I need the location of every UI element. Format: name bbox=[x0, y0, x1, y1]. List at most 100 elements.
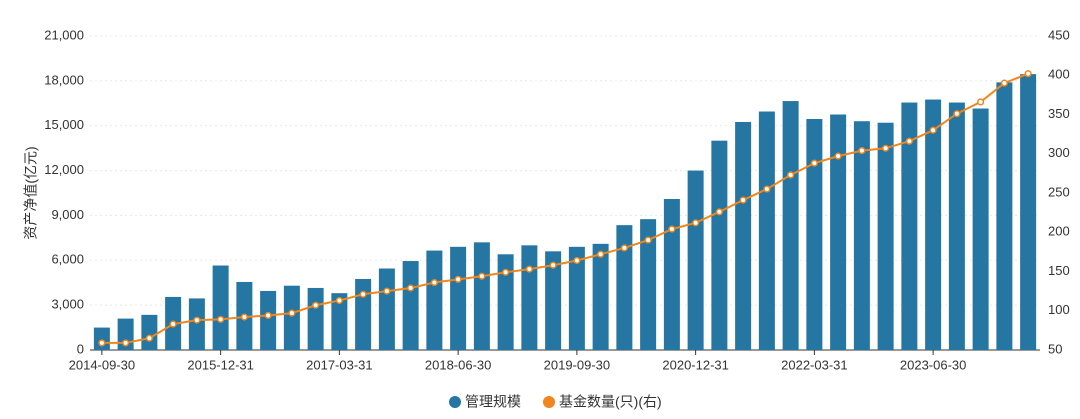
bar bbox=[592, 243, 609, 350]
bar bbox=[687, 170, 704, 350]
bar bbox=[711, 140, 728, 350]
point bbox=[1000, 79, 1008, 87]
bar bbox=[450, 246, 467, 350]
y2-tick-label: 450 bbox=[1048, 27, 1070, 42]
y-tick-label: 0 bbox=[77, 341, 84, 356]
point bbox=[573, 256, 581, 265]
bar bbox=[188, 298, 205, 350]
point bbox=[549, 261, 557, 269]
bar bbox=[782, 101, 799, 351]
point bbox=[905, 137, 913, 145]
bar bbox=[93, 327, 110, 350]
point bbox=[240, 313, 248, 321]
bar bbox=[283, 285, 300, 350]
x-tick-label: 2020-12-31 bbox=[662, 357, 729, 372]
bar bbox=[1020, 74, 1037, 350]
bar bbox=[877, 122, 894, 350]
bar bbox=[212, 265, 229, 350]
bar bbox=[853, 121, 870, 350]
legend-label: 基金数量(只)(右) bbox=[559, 394, 662, 410]
point bbox=[692, 219, 700, 227]
point bbox=[335, 296, 343, 305]
bar bbox=[307, 287, 324, 350]
point bbox=[264, 311, 272, 320]
y2-tick-label: 350 bbox=[1048, 106, 1070, 121]
bar bbox=[806, 118, 823, 350]
x-tick-label: 2014-09-30 bbox=[69, 357, 136, 372]
point bbox=[1024, 70, 1032, 78]
legend-label: 管理规模 bbox=[465, 394, 521, 410]
bar bbox=[355, 278, 372, 350]
point bbox=[620, 244, 628, 252]
y2-tick-label: 250 bbox=[1048, 184, 1070, 199]
bar bbox=[640, 219, 657, 350]
bar bbox=[568, 246, 585, 350]
point bbox=[597, 250, 605, 258]
point bbox=[644, 236, 652, 244]
bar bbox=[948, 102, 965, 351]
y2-tick-label: 150 bbox=[1048, 263, 1070, 278]
point bbox=[953, 110, 961, 118]
y2-tick-label: 400 bbox=[1048, 67, 1070, 82]
point bbox=[169, 320, 177, 328]
bar bbox=[901, 102, 918, 351]
y-tick-label: 9,000 bbox=[51, 207, 84, 222]
bar bbox=[331, 293, 348, 350]
bar bbox=[141, 314, 158, 350]
y-tick-label: 15,000 bbox=[44, 117, 84, 132]
point bbox=[787, 171, 795, 179]
y-axis-label: 资产净值(亿元) bbox=[23, 146, 39, 239]
y2-tick-label: 200 bbox=[1048, 224, 1070, 239]
point bbox=[193, 316, 201, 324]
x-tick-label: 2022-03-31 bbox=[781, 357, 848, 372]
bar bbox=[378, 268, 395, 350]
bar bbox=[473, 242, 490, 350]
bar bbox=[497, 254, 514, 350]
point bbox=[312, 301, 320, 309]
point bbox=[739, 196, 747, 204]
bar bbox=[996, 82, 1013, 350]
y2-tick-label: 100 bbox=[1048, 302, 1070, 317]
point bbox=[288, 309, 296, 317]
y2-tick-label: 50 bbox=[1048, 341, 1062, 356]
point bbox=[502, 268, 510, 276]
legend-marker bbox=[543, 396, 555, 408]
bar bbox=[426, 250, 443, 350]
point bbox=[454, 275, 462, 283]
bar bbox=[616, 225, 633, 350]
bar bbox=[830, 114, 847, 350]
bar bbox=[402, 261, 419, 350]
point bbox=[763, 185, 771, 193]
bar bbox=[663, 198, 680, 350]
point bbox=[430, 278, 438, 287]
bar bbox=[545, 251, 562, 350]
bar bbox=[735, 121, 752, 350]
point bbox=[383, 287, 391, 295]
line bbox=[101, 72, 1029, 344]
bar bbox=[758, 111, 775, 350]
point bbox=[810, 159, 818, 167]
y-tick-label: 18,000 bbox=[44, 72, 84, 87]
y-tick-label: 12,000 bbox=[44, 162, 84, 177]
y-tick-label: 21,000 bbox=[44, 27, 84, 42]
y2-tick-label: 300 bbox=[1048, 145, 1070, 160]
bar bbox=[972, 108, 989, 351]
point bbox=[882, 144, 890, 152]
point bbox=[122, 339, 130, 347]
y-tick-label: 6,000 bbox=[51, 252, 84, 267]
point bbox=[715, 208, 723, 216]
y-tick-label: 3,000 bbox=[51, 297, 84, 312]
point bbox=[145, 334, 153, 342]
point bbox=[407, 284, 415, 292]
bar bbox=[521, 245, 538, 350]
x-tick-label: 2019-09-30 bbox=[544, 357, 611, 372]
point bbox=[977, 98, 985, 106]
point bbox=[217, 315, 225, 323]
point bbox=[834, 152, 842, 160]
point bbox=[478, 272, 486, 280]
x-tick-label: 2023-06-30 bbox=[900, 357, 967, 372]
point bbox=[858, 147, 866, 155]
point bbox=[98, 339, 106, 347]
legend-marker bbox=[449, 396, 461, 408]
